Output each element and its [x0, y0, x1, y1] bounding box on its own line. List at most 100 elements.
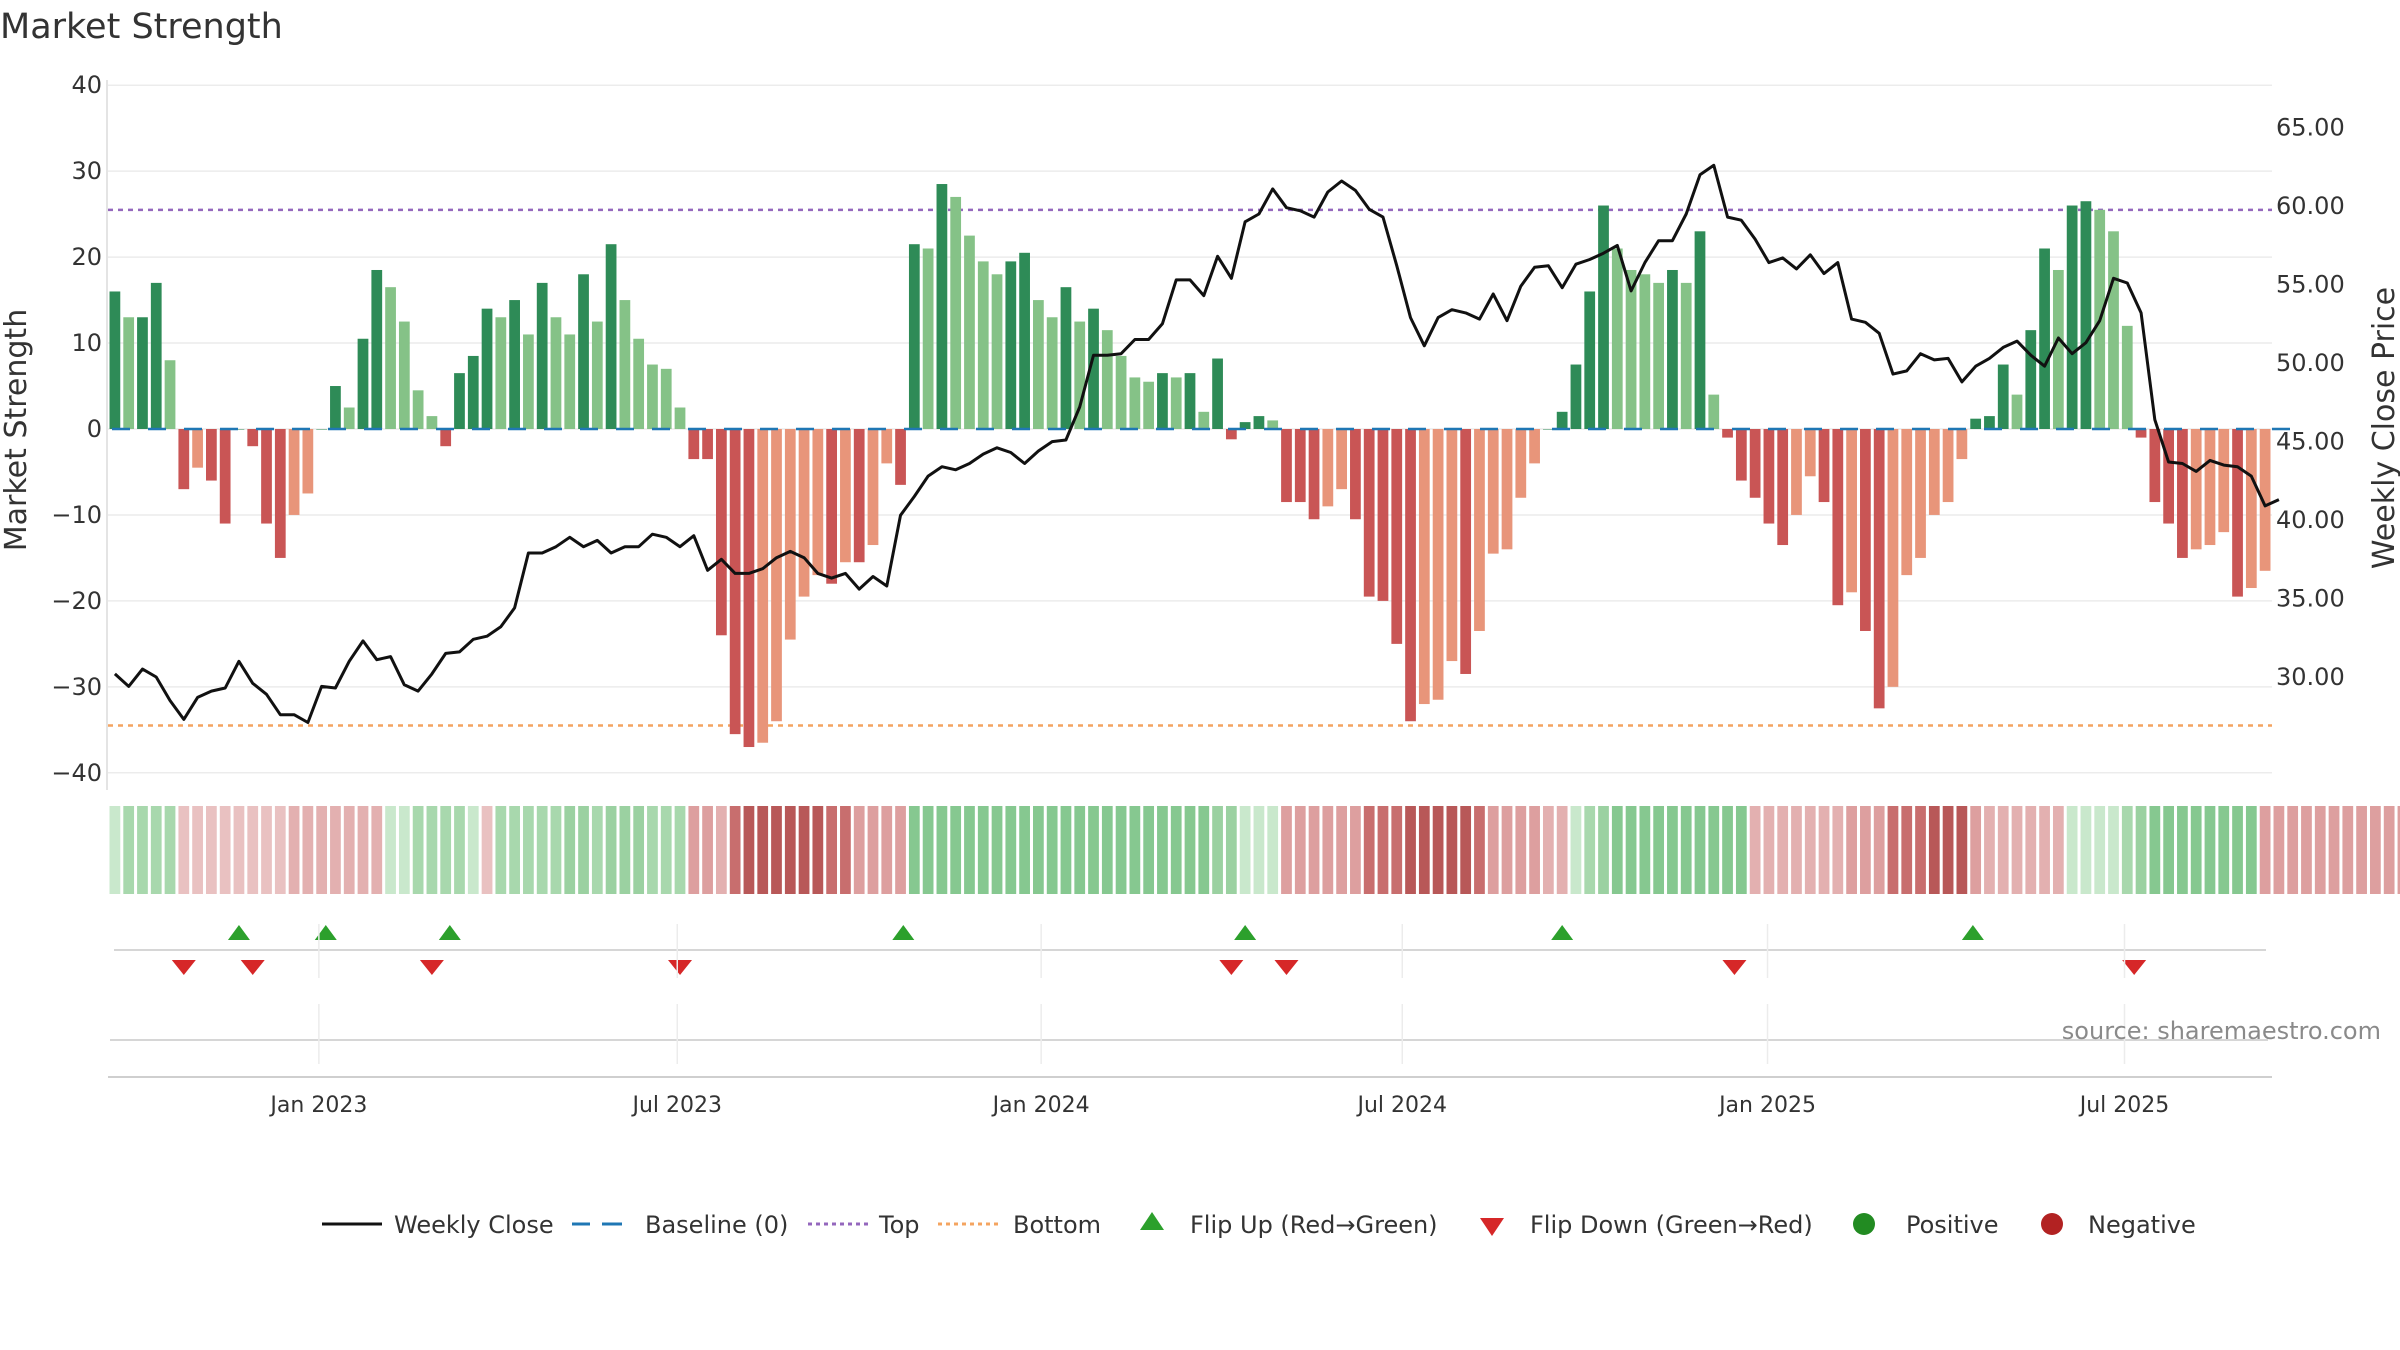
strip-cell	[1350, 806, 1361, 894]
strip-cell	[2314, 806, 2326, 894]
chart-title: Market Strength	[0, 7, 283, 47]
flip-up-marker	[1961, 925, 1984, 940]
strength-bar	[840, 429, 851, 563]
strength-bar	[1474, 429, 1485, 631]
y-tick-label: 10	[71, 329, 102, 357]
strength-bar	[1639, 274, 1651, 429]
legend-item: Bottom	[938, 1211, 1101, 1239]
strength-bar	[591, 321, 603, 429]
flip-up-marker	[314, 925, 337, 940]
strip-cell	[1267, 806, 1279, 894]
strip-cell	[1680, 806, 1692, 894]
legend-label: Flip Down (Green→Red)	[1530, 1211, 1813, 1239]
legend-label: Negative	[2088, 1211, 2196, 1239]
flip-up-marker	[892, 925, 915, 940]
strength-bar	[1060, 287, 1072, 429]
strip-cell	[2232, 806, 2243, 894]
strip-cell	[288, 806, 300, 894]
strength-bar	[1019, 252, 1030, 429]
right-y-ticks: 65.00 60.00 55.00 50.00 45.00 40.00 35.00 30.00	[2276, 114, 2345, 691]
strength-bar	[1074, 321, 1086, 429]
strip-cell	[1791, 806, 1802, 894]
strength-bar	[1446, 429, 1458, 662]
strip-cell	[192, 806, 203, 894]
strip-cell	[936, 806, 948, 894]
strip-cell	[2025, 806, 2037, 894]
y2-tick-label: 50.00	[2276, 349, 2345, 377]
strength-bar	[371, 269, 383, 429]
strip-cell	[1336, 806, 1347, 894]
strength-bar	[1584, 291, 1596, 429]
y2-tick-label: 30.00	[2276, 663, 2345, 691]
strip-cell	[1611, 806, 1623, 894]
strength-bar	[1350, 429, 1361, 520]
strength-bar	[192, 429, 203, 468]
strength-bar	[1970, 418, 1982, 429]
strength-bar	[812, 429, 824, 576]
strength-bar	[977, 261, 989, 429]
x-tick-label: Jan 2023	[268, 1093, 367, 1118]
strength-bar	[1542, 429, 1554, 430]
strip-cell	[1143, 806, 1155, 894]
strip-cell	[2370, 806, 2381, 894]
strip-cell	[1253, 806, 1265, 894]
strength-bar	[1611, 248, 1623, 429]
strip-cell	[1694, 806, 1706, 894]
y-tick-label: −20	[51, 587, 102, 615]
strength-bar	[302, 429, 314, 494]
x-tick-label: Jul 2023	[630, 1093, 722, 1118]
strength-bar	[426, 416, 438, 429]
strength-bar	[2149, 429, 2161, 503]
strength-bar	[1846, 429, 1857, 593]
strip-cell	[1942, 806, 1954, 894]
strip-cell	[1667, 806, 1678, 894]
strip-cell	[426, 806, 438, 894]
legend-label: Baseline (0)	[645, 1211, 788, 1239]
strip-cell	[591, 806, 603, 894]
strength-bar	[1708, 394, 1720, 429]
strip-cell	[412, 806, 424, 894]
strength-bar	[123, 317, 135, 429]
strip-cell	[1418, 806, 1430, 894]
strength-bar	[2080, 201, 2092, 429]
strip-cell	[1501, 806, 1513, 894]
strength-bar	[261, 429, 272, 524]
strength-bar	[2066, 205, 2078, 429]
strip-cell	[1804, 806, 1816, 894]
y2-tick-label: 40.00	[2276, 506, 2345, 534]
strip-cell	[1846, 806, 1857, 894]
y-tick-label: 0	[87, 415, 102, 443]
strength-bar	[495, 317, 507, 429]
strength-bar	[757, 429, 769, 743]
strip-cell	[840, 806, 851, 894]
strip-cell	[1101, 806, 1113, 894]
legend-label: Flip Up (Red→Green)	[1190, 1211, 1438, 1239]
circle-icon	[2041, 1213, 2063, 1235]
strip-cell	[1653, 806, 1665, 894]
strip-cell	[1570, 806, 1582, 894]
strength-bar	[1667, 269, 1678, 429]
strip-cell	[619, 806, 631, 894]
strength-bar	[853, 429, 865, 563]
strip-cell	[1997, 806, 2009, 894]
strength-bar	[1418, 429, 1430, 705]
y-tick-label: −40	[51, 759, 102, 787]
strip-cell	[1542, 806, 1554, 894]
strip-cell	[1777, 806, 1789, 894]
strip-cell	[2039, 806, 2050, 894]
strip-cell	[853, 806, 865, 894]
strength-bar	[523, 334, 534, 429]
strip-cell	[2273, 806, 2285, 894]
strip-cell	[454, 806, 465, 894]
legend-label: Weekly Close	[394, 1211, 554, 1239]
strip-cell	[2163, 806, 2174, 894]
strip-cell	[2204, 806, 2216, 894]
strip-cell	[2287, 806, 2299, 894]
strength-bar	[1115, 355, 1127, 429]
strength-bar	[550, 317, 562, 429]
strength-bar	[440, 429, 452, 447]
strip-cell	[2259, 806, 2271, 894]
strip-cell	[1708, 806, 1720, 894]
strip-cell	[2066, 806, 2078, 894]
